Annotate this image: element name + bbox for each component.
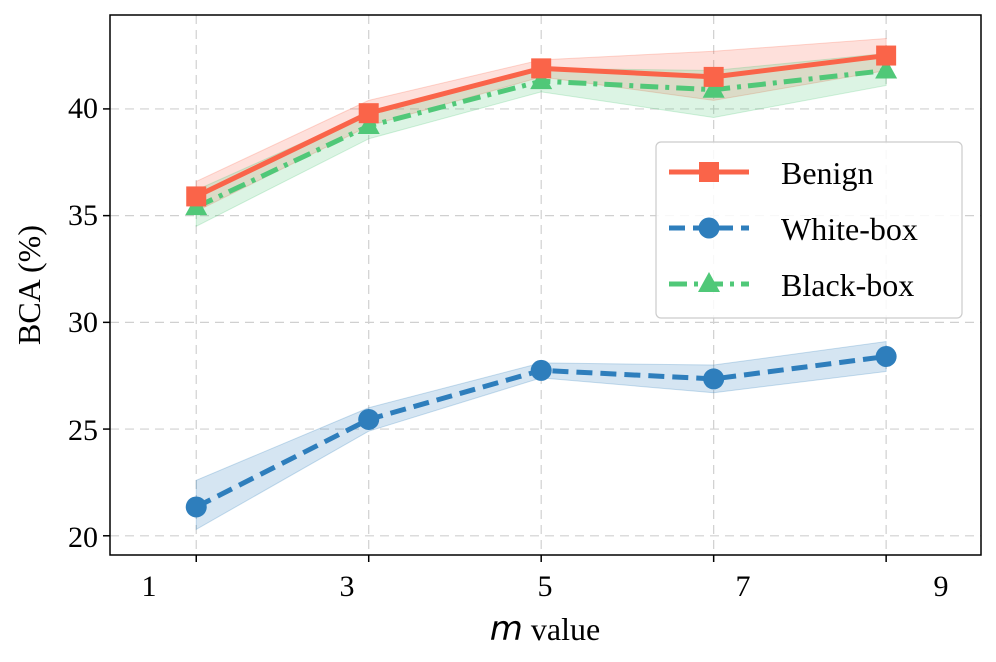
- data-point-white-box: [358, 408, 380, 430]
- data-point-black-box: [702, 77, 725, 98]
- x-axis-label-text: value: [523, 611, 600, 647]
- legend-swatches: [669, 162, 749, 292]
- data-point-white-box: [703, 368, 725, 390]
- x-axis-label: m value: [490, 609, 600, 649]
- legend-label-white-box: White-box: [781, 211, 918, 247]
- legend-marker-white-box: [698, 217, 720, 239]
- data-point-white-box: [530, 359, 552, 381]
- data-point-benign: [186, 186, 207, 207]
- plot-frame: [109, 14, 982, 556]
- data-point-black-box: [530, 69, 553, 90]
- y-tick-label: 40: [68, 92, 98, 125]
- x-tick-label: 1: [142, 570, 157, 603]
- y-tick-label: 30: [68, 306, 98, 339]
- y-axis-label: BCA (%): [11, 225, 47, 345]
- x-tick-label: 7: [736, 570, 751, 603]
- data-point-white-box: [185, 496, 207, 518]
- x-axis-label-variable: m: [490, 609, 523, 649]
- y-tick-labels: 20 25 30 35 40: [68, 92, 98, 554]
- legend-box: [655, 141, 963, 319]
- data-point-benign: [531, 58, 552, 79]
- x-tick-label: 9: [934, 570, 949, 603]
- legend: Benign White-box Black-box: [655, 141, 963, 319]
- y-tick-label: 25: [68, 414, 98, 447]
- axis-ticks: [103, 108, 887, 562]
- legend-marker-black-box: [698, 272, 720, 292]
- legend-label-black-box: Black-box: [781, 267, 914, 303]
- y-tick-label: 20: [68, 521, 98, 554]
- data-point-benign: [703, 66, 724, 87]
- x-tick-label: 3: [340, 570, 355, 603]
- data-point-benign: [876, 45, 897, 66]
- series-markers: [185, 45, 898, 518]
- y-tick-label: 35: [68, 199, 98, 232]
- data-point-black-box: [875, 58, 898, 79]
- x-tick-label: 5: [538, 570, 553, 603]
- data-point-white-box: [875, 346, 897, 368]
- data-point-black-box: [357, 113, 380, 134]
- legend-marker-benign: [699, 162, 719, 182]
- x-tick-labels: 1 3 5 7 9: [142, 570, 949, 603]
- data-point-benign: [358, 103, 379, 124]
- legend-label-benign: Benign: [781, 155, 873, 191]
